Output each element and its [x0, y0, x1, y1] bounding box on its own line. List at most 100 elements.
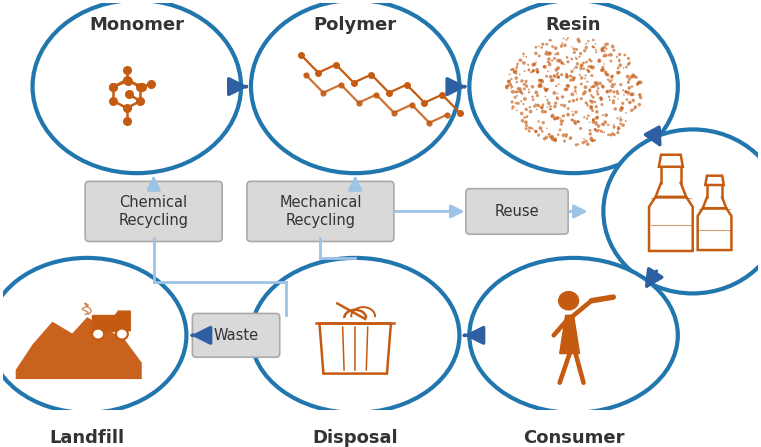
- Circle shape: [92, 329, 104, 340]
- Point: [556, 41, 568, 48]
- Text: Polymer: Polymer: [314, 17, 396, 34]
- Point: [598, 60, 610, 67]
- Point: [545, 37, 557, 44]
- Point: [557, 112, 569, 119]
- Point: [612, 69, 624, 76]
- Point: [551, 115, 563, 122]
- Point: [552, 80, 565, 88]
- Point: [511, 60, 524, 67]
- Point: [541, 97, 553, 104]
- Point: [565, 116, 578, 123]
- Point: [531, 92, 543, 99]
- Polygon shape: [113, 311, 130, 331]
- Text: Landfill: Landfill: [49, 429, 125, 447]
- Point: [511, 92, 523, 99]
- Point: [506, 98, 518, 105]
- Point: [567, 97, 579, 104]
- Point: [617, 87, 629, 94]
- Point: [552, 95, 564, 102]
- Point: [591, 114, 603, 121]
- Circle shape: [116, 329, 128, 340]
- Point: [577, 139, 589, 146]
- Point: [514, 88, 527, 95]
- Point: [511, 64, 523, 72]
- Point: [579, 84, 591, 91]
- Point: [626, 83, 638, 90]
- Point: [593, 57, 605, 64]
- Point: [606, 73, 618, 80]
- Point: [515, 98, 527, 105]
- Text: Reuse: Reuse: [495, 204, 540, 219]
- Point: [587, 83, 600, 90]
- Point: [532, 102, 544, 109]
- Point: [559, 86, 572, 93]
- Point: [551, 94, 563, 101]
- Text: Mechanical
Recycling: Mechanical Recycling: [279, 194, 361, 228]
- Point: [556, 71, 568, 78]
- Point: [616, 100, 629, 107]
- Point: [602, 71, 614, 78]
- Point: [591, 114, 603, 122]
- Point: [571, 96, 583, 103]
- Point: [587, 83, 600, 90]
- Point: [567, 74, 579, 81]
- Point: [562, 111, 574, 118]
- Text: Waste: Waste: [214, 328, 259, 343]
- Point: [554, 127, 566, 134]
- Point: [587, 116, 600, 123]
- Point: [557, 132, 569, 139]
- Point: [600, 112, 613, 119]
- Point: [535, 83, 547, 90]
- Point: [538, 84, 550, 92]
- Point: [590, 40, 602, 47]
- Point: [604, 87, 616, 94]
- Point: [585, 63, 597, 70]
- Point: [585, 135, 597, 142]
- Point: [549, 45, 562, 52]
- Point: [607, 130, 619, 137]
- Point: [552, 114, 565, 122]
- Point: [587, 116, 600, 123]
- Point: [537, 41, 549, 48]
- Point: [592, 85, 604, 92]
- Point: [578, 59, 590, 67]
- Point: [595, 127, 607, 135]
- Point: [560, 36, 572, 43]
- Point: [582, 112, 594, 119]
- Point: [585, 63, 597, 71]
- Point: [550, 66, 562, 73]
- Point: [587, 36, 600, 43]
- Point: [623, 84, 635, 91]
- Point: [568, 118, 581, 125]
- Point: [565, 72, 577, 80]
- Point: [622, 78, 635, 85]
- Point: [561, 54, 573, 61]
- Point: [598, 129, 610, 136]
- Point: [622, 73, 634, 80]
- Point: [540, 134, 552, 141]
- Point: [543, 51, 556, 58]
- Point: [530, 59, 543, 66]
- Point: [543, 49, 556, 56]
- Point: [578, 47, 591, 54]
- Point: [617, 64, 629, 72]
- Point: [528, 103, 540, 110]
- Point: [622, 61, 635, 68]
- Point: [565, 76, 577, 84]
- Point: [552, 70, 564, 77]
- Point: [520, 125, 532, 132]
- Point: [562, 105, 575, 112]
- Point: [597, 83, 609, 90]
- Point: [582, 38, 594, 45]
- Point: [554, 57, 566, 64]
- Point: [530, 50, 542, 57]
- Point: [546, 135, 558, 142]
- Point: [580, 99, 592, 106]
- Point: [536, 78, 548, 85]
- Point: [568, 76, 580, 84]
- Point: [537, 128, 549, 135]
- Point: [612, 126, 624, 133]
- Point: [600, 69, 612, 76]
- Point: [592, 91, 604, 98]
- FancyBboxPatch shape: [466, 189, 568, 234]
